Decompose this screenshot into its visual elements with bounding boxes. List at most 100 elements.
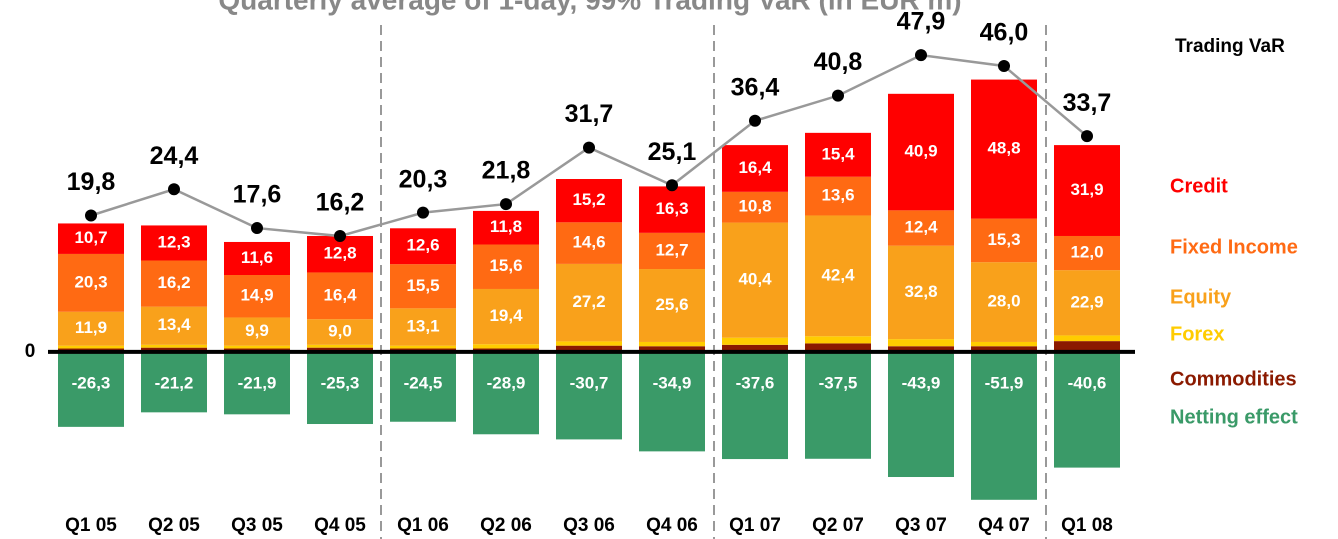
bar-segment [307, 319, 373, 345]
bar-segment [58, 311, 124, 346]
bar-segment [805, 176, 871, 216]
data-label: 13,6 [821, 186, 854, 205]
bar-segment [1054, 235, 1120, 271]
data-label: 16,3 [655, 199, 688, 218]
data-label: -37,6 [736, 373, 775, 392]
bar-segment [805, 343, 871, 352]
bar-segment [307, 344, 373, 348]
data-label: -26,3 [72, 373, 111, 392]
data-label: 31,9 [1070, 180, 1103, 199]
data-label: 15,5 [406, 276, 439, 295]
line-label: 19,8 [67, 168, 116, 196]
data-label: 48,8 [987, 139, 1020, 158]
y-tick-label: 0 [25, 341, 36, 362]
bar-segment [639, 341, 705, 347]
bar-segment [639, 351, 705, 452]
data-label: 16,4 [323, 285, 357, 304]
x-tick-label: Q3 07 [895, 515, 947, 536]
line-point [334, 230, 346, 243]
data-label: 32,8 [904, 282, 937, 301]
data-label: 13,4 [157, 315, 191, 334]
data-label: 25,6 [655, 295, 688, 314]
legend-entry: Trading VaR [1175, 36, 1285, 57]
x-tick-label: Q4 07 [978, 515, 1030, 536]
line-label: 24,4 [150, 142, 199, 170]
bar-segment [888, 210, 954, 246]
bar-segment [307, 351, 373, 425]
data-label: 13,1 [406, 316, 439, 335]
bar-segment [556, 351, 622, 440]
bar-segment [971, 262, 1037, 342]
line-point [749, 114, 761, 127]
bar-segment [473, 210, 539, 245]
bar-segment [141, 344, 207, 348]
bar-segment [224, 345, 290, 349]
x-tick-label: Q1 06 [397, 515, 449, 536]
data-label: -21,9 [238, 373, 277, 392]
bar-segment [971, 218, 1037, 263]
line-label: 21,8 [482, 157, 531, 185]
bar-segment [805, 132, 871, 177]
data-label: 14,9 [240, 286, 273, 305]
data-label: 40,4 [738, 270, 772, 289]
line-label: 47,9 [897, 8, 946, 36]
data-label: -51,9 [985, 373, 1024, 392]
bar-segment [722, 351, 788, 460]
bar-segment [307, 235, 373, 273]
bar-segment [971, 341, 1037, 347]
bar-segment [1054, 335, 1120, 342]
bar-segment [390, 264, 456, 309]
bar-segment [971, 79, 1037, 219]
line-label: 40,8 [814, 48, 863, 76]
x-tick-label: Q1 07 [729, 515, 781, 536]
line-label: 46,0 [980, 19, 1029, 47]
line-point [998, 59, 1010, 72]
line-label: 31,7 [565, 100, 614, 128]
bar-segment [58, 351, 124, 427]
line-label: 20,3 [399, 165, 448, 193]
bar-segment [888, 346, 954, 352]
bar-segment [722, 337, 788, 345]
bar-segment [58, 345, 124, 349]
data-label: 28,0 [987, 292, 1020, 311]
data-label: 15,2 [572, 190, 605, 209]
bar-segment [805, 351, 871, 459]
bar-segment [224, 351, 290, 415]
legend-entry: Fixed Income [1170, 236, 1298, 258]
data-label: 16,2 [157, 273, 190, 292]
bar-segment [888, 245, 954, 340]
line-point [915, 49, 927, 62]
bar-segment [390, 351, 456, 422]
x-tick-label: Q1 05 [65, 515, 117, 536]
bar-segment [390, 228, 456, 265]
bar-segment [722, 222, 788, 338]
data-label: 12,3 [157, 232, 190, 251]
legend-entry: Credit [1170, 175, 1228, 197]
data-label: -21,2 [155, 373, 194, 392]
data-label: 15,4 [821, 144, 855, 163]
bar-segment [888, 93, 954, 211]
data-label: 10,7 [74, 228, 107, 247]
data-label: -34,9 [653, 373, 692, 392]
line-label: 25,1 [648, 138, 697, 166]
x-tick-label: Q1 08 [1061, 515, 1113, 536]
bar-segment [141, 225, 207, 261]
x-tick-label: Q2 06 [480, 515, 532, 536]
data-label: -43,9 [902, 373, 941, 392]
bar-segment [639, 232, 705, 270]
data-label: -24,5 [404, 373, 443, 392]
bar-segment [473, 244, 539, 289]
data-label: 14,6 [572, 233, 605, 252]
line-point [417, 206, 429, 219]
bar-segment [390, 308, 456, 346]
x-tick-label: Q4 05 [314, 515, 366, 536]
line-label: 33,7 [1063, 89, 1112, 117]
data-label: 12,4 [904, 217, 938, 236]
x-tick-label: Q3 05 [231, 515, 283, 536]
bar-segment [722, 145, 788, 192]
bar-segment [473, 344, 539, 349]
bar-segment [390, 345, 456, 349]
data-label: -25,3 [321, 373, 360, 392]
data-label: 12,7 [655, 240, 688, 259]
bar-segment [805, 336, 871, 344]
